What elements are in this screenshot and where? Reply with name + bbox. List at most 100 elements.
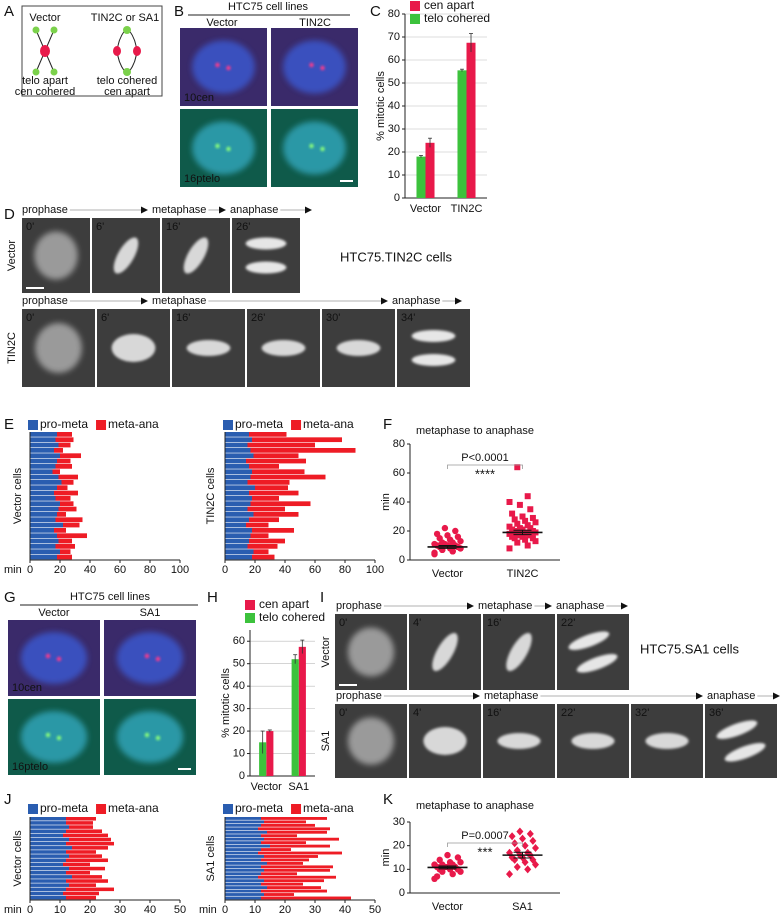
bar-segment [225,844,270,848]
x-tick-label: 30 [309,904,321,916]
bar-segment [54,528,66,533]
channel-label: 10cen [12,682,42,694]
stage-arrowhead [219,206,226,214]
bar-segment [252,528,294,533]
bar-segment [225,485,255,491]
bar-segment [261,841,306,845]
x-tick-label: 0 [222,564,228,576]
data-point [431,861,438,868]
bar-segment [264,868,330,872]
stage-arrowhead [381,297,388,305]
y-tick-label: 0 [394,192,400,204]
chromatin [411,330,456,342]
time-label: 6' [101,312,109,324]
bar-segment [30,833,63,838]
bar-segment [61,480,74,485]
bar-segment [225,896,261,900]
signal-dot [56,735,62,741]
bar-segment [55,496,71,501]
data-point [508,832,516,841]
significance-bracket [447,464,523,469]
chromatin [497,733,541,749]
data-point [513,862,521,871]
y-tick-label: 50 [388,77,400,89]
y-tick-label: 10 [388,169,400,181]
bar-segment [30,821,66,825]
time-label: 16' [166,221,180,233]
significance-stars: *** [477,844,492,859]
stage-label: metaphase [152,204,206,216]
bar-segment [253,512,299,517]
y-tick-label: 10 [233,747,245,759]
bar-segment [225,437,252,443]
row-label: Vector [320,636,332,668]
legend-label: cen apart [424,0,475,12]
time-label: 22' [561,617,575,629]
bar-segment [225,868,264,872]
frame: 16' [483,704,555,778]
bar-segment [30,533,57,539]
diagram-title: TIN2C or SA1 [91,12,159,24]
time-label: 4' [413,707,421,719]
bar-segment [66,850,96,854]
time-label: 22' [561,707,575,719]
bar [457,70,467,198]
x-axis-label: min [4,564,22,576]
chromatin [568,631,610,651]
time-label: 0' [26,312,34,324]
bar-segment [225,872,261,876]
stage-arrowhead [545,602,552,610]
stage-label: prophase [336,600,382,612]
stage-arrowhead [305,206,312,214]
bar-segment [258,827,330,831]
bar-segment [69,883,96,887]
data-point [516,525,523,532]
data-point [511,516,518,523]
stage-label: anaphase [556,600,604,612]
frame: 26' [232,218,300,293]
bar-segment [30,879,66,883]
panel-letter: E [4,416,14,433]
micrograph [271,109,358,187]
chromatin [245,237,287,250]
bar-segment [225,506,248,512]
time-label: 32' [635,707,649,719]
x-tick-label: 100 [171,564,189,576]
chart-title: metaphase to anaphase [416,425,534,437]
data-point [506,530,513,537]
bar-segment [261,834,297,838]
chromatin [347,627,395,677]
legend-label: meta-ana [108,417,159,431]
bar-segment [264,879,324,883]
micrograph: 10cen [180,28,267,106]
bar-segment [225,858,261,862]
y-tick-label: 30 [393,816,405,828]
bar-segment [225,501,251,507]
x-tick-label: 60 [309,564,321,576]
stage-label: anaphase [230,204,278,216]
bar-segment [225,848,261,851]
panel-title: HTC75 cell lines [70,591,151,603]
legend-label: pro-meta [235,417,283,431]
diagram-caption: telo apart [22,75,68,87]
bar-segment [249,432,287,437]
legend-label: telo cohered [424,11,490,25]
y-axis-label: SA1 cells [205,835,217,881]
stage-arrowhead [467,602,474,610]
column-label: Vector [206,17,238,29]
bar-segment [246,522,269,528]
bar-segment [247,442,315,448]
diagram-caption: cen apart [104,86,150,98]
stage-label: anaphase [392,295,440,307]
time-label: 34' [401,312,415,324]
panel-letter: J [4,791,12,808]
x-tick-label: Vector [432,901,464,913]
bar-segment [261,872,297,876]
bar-segment [55,544,75,549]
y-tick-label: 20 [393,525,405,537]
bar-segment [264,855,318,858]
y-tick-label: 80 [388,8,400,20]
channel-label: 16ptelo [184,173,220,185]
data-point [519,513,526,520]
bar-segment [30,432,57,437]
